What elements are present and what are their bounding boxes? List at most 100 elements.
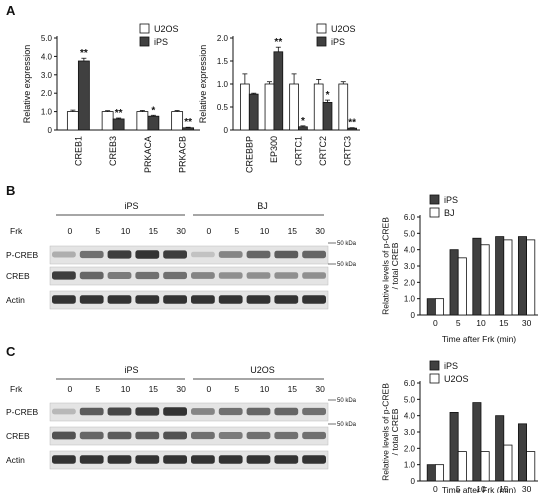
y-tick-label: 0.5: [217, 103, 229, 112]
bar-u2os-10: [480, 451, 490, 482]
blot-band: [135, 250, 160, 259]
bar-ips-30: [517, 423, 528, 482]
blot-band: [191, 295, 215, 304]
blot-row-label: P-CREB: [6, 250, 38, 260]
blot-band: [107, 250, 132, 259]
blot-band: [135, 295, 160, 304]
blot-band: [302, 295, 326, 304]
bar-ips-prkaca: [147, 115, 160, 131]
y-tick-label: 6.0: [404, 379, 416, 388]
blot-strip: [49, 426, 329, 446]
legend-swatch: [429, 194, 440, 205]
lane-time-label: 10: [121, 384, 131, 394]
bar-u2os-0: [434, 464, 445, 482]
category-label: 15: [499, 484, 509, 493]
bar-bj-10: [480, 244, 490, 316]
blot-band: [135, 271, 160, 280]
y-tick-label: 5.0: [404, 229, 416, 238]
y-tick-label: 1.0: [404, 461, 416, 470]
y-tick-label: 5.0: [404, 395, 416, 404]
blot-band: [274, 407, 299, 416]
blot-band: [274, 272, 299, 279]
lane-time-label: 0: [207, 384, 212, 394]
lane-time-label: 5: [234, 226, 239, 236]
blot-band: [107, 407, 132, 416]
y-tick-label: 1.5: [217, 57, 229, 66]
legend-label: U2OS: [331, 24, 356, 34]
category-label: PRKACA: [143, 136, 153, 173]
legend-swatch: [429, 207, 440, 218]
significance-marker: **: [348, 118, 356, 129]
blot-strip: [49, 266, 329, 286]
category-label: CRTC1: [294, 136, 304, 166]
bar-ips-0: [426, 298, 436, 316]
y-tick-label: 0: [224, 126, 229, 135]
y-tick-label: 2.0: [41, 89, 53, 98]
y-tick-label: 0: [48, 126, 53, 135]
category-label: 0: [433, 318, 438, 328]
bar-u2os-creb1: [66, 111, 79, 131]
y-tick-label: 4.0: [404, 412, 416, 421]
bar-bj-30: [526, 239, 536, 316]
blot-band: [274, 250, 299, 259]
lane-time-label: 15: [288, 226, 298, 236]
category-label: 30: [522, 318, 532, 328]
bar-u2os-ep300: [264, 83, 275, 131]
blot-band: [191, 251, 215, 258]
y-tick-label: 3.0: [404, 262, 416, 271]
blot-band: [218, 272, 243, 279]
y-tick-label: 4.0: [404, 246, 416, 255]
blot-band: [302, 407, 326, 416]
blot-band: [163, 295, 187, 304]
y-tick-label: 2.0: [404, 278, 416, 287]
blot-band: [302, 250, 326, 259]
significance-marker: **: [115, 108, 123, 119]
lane-time-label: 0: [207, 226, 212, 236]
bar-ips-5: [449, 411, 459, 482]
legend-label: U2OS: [154, 24, 179, 34]
y-tick-label: 0: [411, 477, 416, 486]
western-blot-b: iPS BJ Frk 0 5 10 15 30 0 5 10 15 30 P-CREB 50 kDa CREB…: [6, 201, 357, 310]
western-blot-c: iPS U2OS Frk 0 5 10 15 30 0 5 10 15 30 P-CREB 50 kDa CR…: [6, 365, 357, 470]
y-tick-label: 1.0: [41, 108, 53, 117]
blot-band: [79, 407, 104, 416]
blot-band: [274, 455, 299, 464]
significance-marker: *: [326, 90, 330, 101]
blot-band: [191, 431, 215, 440]
blot-band: [52, 295, 76, 304]
frk-label: Frk: [10, 384, 23, 394]
blot-band: [246, 407, 271, 416]
panel-letter-b: B: [6, 183, 15, 198]
category-label: CRTC3: [343, 136, 353, 166]
lane-time-label: 30: [315, 384, 325, 394]
significance-marker: *: [301, 116, 305, 127]
bar-ips-10: [472, 237, 482, 316]
bar-ips-crtc1: [298, 126, 308, 131]
lane-time-label: 10: [260, 226, 270, 236]
bar-ips-30: [517, 236, 528, 316]
blot-band: [52, 271, 76, 280]
blot-band: [274, 431, 299, 440]
legend-label: iPS: [154, 37, 168, 47]
blot-band: [107, 431, 132, 440]
category-label: CREB3: [108, 136, 118, 166]
panel-letter-c: C: [6, 344, 16, 359]
legend-swatch: [139, 23, 150, 34]
blot-band: [246, 272, 271, 279]
lane-time-label: 10: [121, 226, 131, 236]
legend-label: BJ: [444, 208, 455, 218]
blot-band: [302, 431, 326, 440]
blot-band: [107, 455, 132, 464]
bar-ips-creb1: [77, 60, 90, 131]
bar-u2os-prkacb: [171, 111, 184, 131]
lane-time-label: 0: [68, 226, 73, 236]
y-axis-label: Relative expression: [22, 45, 32, 124]
lane-time-label: 15: [288, 384, 298, 394]
bar-ips-15: [495, 415, 505, 482]
significance-marker: *: [151, 105, 155, 116]
blot-band: [52, 431, 76, 440]
blot-band: [79, 455, 104, 464]
lane-time-label: 5: [234, 384, 239, 394]
blot-band: [246, 455, 271, 464]
